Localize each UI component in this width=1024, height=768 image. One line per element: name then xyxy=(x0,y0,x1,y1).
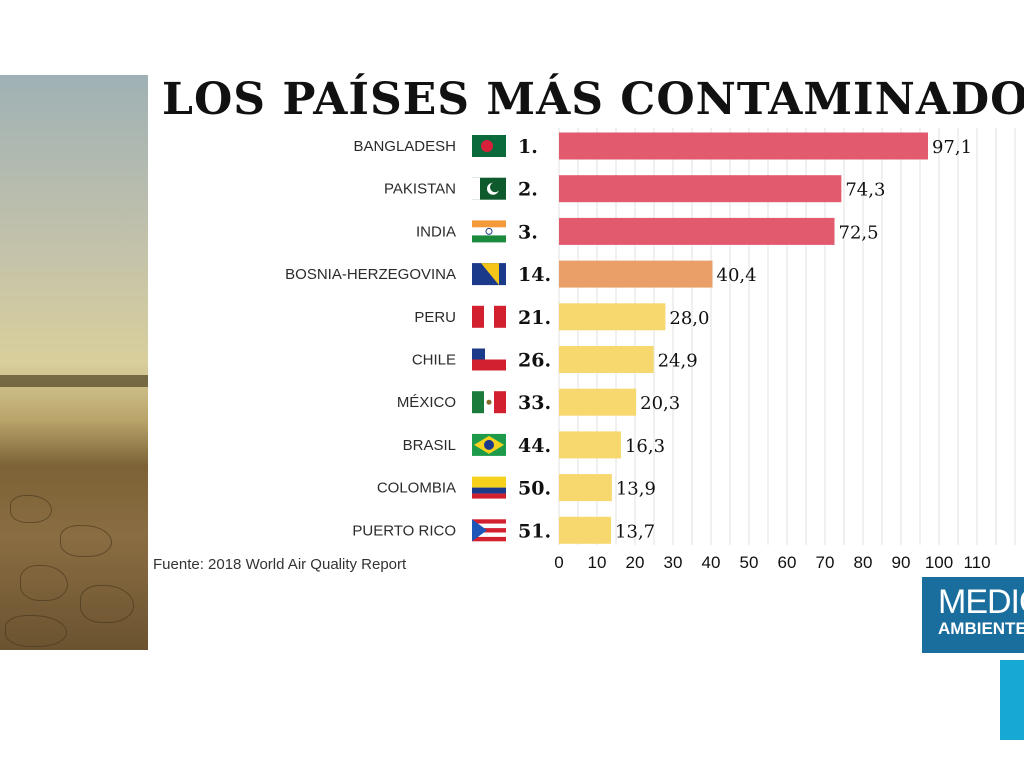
peru-flag-icon xyxy=(472,305,506,328)
value-label: 74,3 xyxy=(845,180,885,201)
value-label: 40,4 xyxy=(717,265,757,286)
value-label: 13,9 xyxy=(616,479,656,500)
bar xyxy=(559,431,621,459)
x-tick-label: 60 xyxy=(778,553,797,572)
ground-crack xyxy=(80,585,134,623)
rank-label: 44. xyxy=(518,435,551,457)
ground-crack xyxy=(20,565,68,601)
category-label: BOSNIA-HERZEGOVINA xyxy=(285,266,456,283)
x-tick-label: 50 xyxy=(740,553,759,572)
chart-row: CHILE 26. 24,9 xyxy=(412,346,698,373)
bar xyxy=(559,388,637,416)
x-tick-label: 110 xyxy=(963,553,990,572)
brazil-flag-icon xyxy=(472,433,506,456)
x-tick-label: 100 xyxy=(925,553,953,572)
category-label: BRASIL xyxy=(403,437,456,454)
rank-label: 33. xyxy=(518,392,551,414)
bar xyxy=(559,474,612,502)
bar xyxy=(559,516,612,544)
chart-title: LOS PAÍSES MÁS CONTAMINADOS xyxy=(162,74,1024,125)
channel-logo xyxy=(1000,660,1024,740)
chart-row: BRASIL 44. 16,3 xyxy=(403,431,665,459)
india-flag-icon xyxy=(472,220,506,243)
pakistan-flag-icon xyxy=(472,177,506,200)
ground-crack xyxy=(10,495,52,523)
rank-label: 14. xyxy=(518,264,551,286)
value-label: 24,9 xyxy=(658,351,698,372)
category-label: INDIA xyxy=(416,223,456,240)
x-tick-label: 0 xyxy=(554,553,563,572)
category-label: PERU xyxy=(414,309,456,326)
ground-crack xyxy=(5,615,67,647)
rank-label: 3. xyxy=(518,221,538,243)
bangladesh-flag-icon xyxy=(472,135,506,157)
colombia-flag-icon xyxy=(472,476,506,499)
x-tick-label: 80 xyxy=(854,553,873,572)
rank-label: 26. xyxy=(518,350,551,372)
bar xyxy=(559,217,835,245)
chart-row: PERU 21. 28,0 xyxy=(414,303,709,331)
category-label: COLOMBIA xyxy=(377,480,456,497)
chart-row: COLOMBIA 50. 13,9 xyxy=(377,474,656,502)
rank-label: 50. xyxy=(518,478,551,500)
drought-landscape-photo xyxy=(0,75,148,650)
value-label: 28,0 xyxy=(669,308,709,329)
bar xyxy=(559,260,713,288)
x-tick-label: 30 xyxy=(664,553,683,572)
bar xyxy=(559,303,666,331)
x-tick-label: 20 xyxy=(626,553,645,572)
value-label: 20,3 xyxy=(640,393,680,414)
rank-label: 51. xyxy=(518,520,551,542)
logo-line-2: AMBIENTE xyxy=(938,619,1024,638)
category-label: PUERTO RICO xyxy=(352,522,456,539)
value-label: 72,5 xyxy=(839,222,879,243)
x-tick-label: 70 xyxy=(816,553,835,572)
mexico-flag-icon xyxy=(472,391,506,414)
horizon-line xyxy=(0,375,148,387)
rank-label: 21. xyxy=(518,307,551,329)
x-tick-label: 10 xyxy=(588,553,607,572)
source-note: Fuente: 2018 World Air Quality Report xyxy=(153,556,407,573)
chart-row: BOSNIA-HERZEGOVINA 14. 40,4 xyxy=(285,260,757,288)
bosnia-flag-icon xyxy=(472,263,506,286)
puerto-rico-flag-icon xyxy=(472,519,506,542)
value-label: 16,3 xyxy=(625,436,665,457)
value-label: 13,7 xyxy=(615,521,655,542)
chart-row: BANGLADESH 1. 97,1 xyxy=(353,132,972,160)
bar xyxy=(559,132,928,160)
x-tick-label: 90 xyxy=(892,553,911,572)
chart-row: INDIA 3. 72,5 xyxy=(416,217,879,245)
chart-row: PAKISTAN 2. 74,3 xyxy=(384,175,885,203)
ground-crack xyxy=(60,525,112,557)
bar xyxy=(559,175,842,203)
value-label: 97,1 xyxy=(932,137,972,158)
chile-flag-icon xyxy=(472,348,506,371)
bar xyxy=(559,346,654,373)
rank-label: 2. xyxy=(518,179,538,201)
category-label: PAKISTAN xyxy=(384,181,456,198)
logo-line-1: MEDIO xyxy=(938,583,1024,621)
category-label: BANGLADESH xyxy=(353,138,456,155)
medio-ambiente-logo: MEDIO AMBIENTE xyxy=(922,577,1024,653)
x-tick-label: 40 xyxy=(702,553,721,572)
rank-label: 1. xyxy=(518,136,538,158)
category-label: MÉXICO xyxy=(397,394,456,411)
category-label: CHILE xyxy=(412,352,456,369)
chart-row: PUERTO RICO 51. 13,7 xyxy=(352,516,655,544)
x-axis-ticks: 0 10 20 30 40 50 60 70 80 90 100 110 xyxy=(554,553,990,572)
chart-row: MÉXICO 33. 20,3 xyxy=(397,388,680,416)
chart-rows: BANGLADESH 1. 97,1 PAKISTAN 2. 74,3 INDIA 3. 72,… xyxy=(285,132,972,544)
